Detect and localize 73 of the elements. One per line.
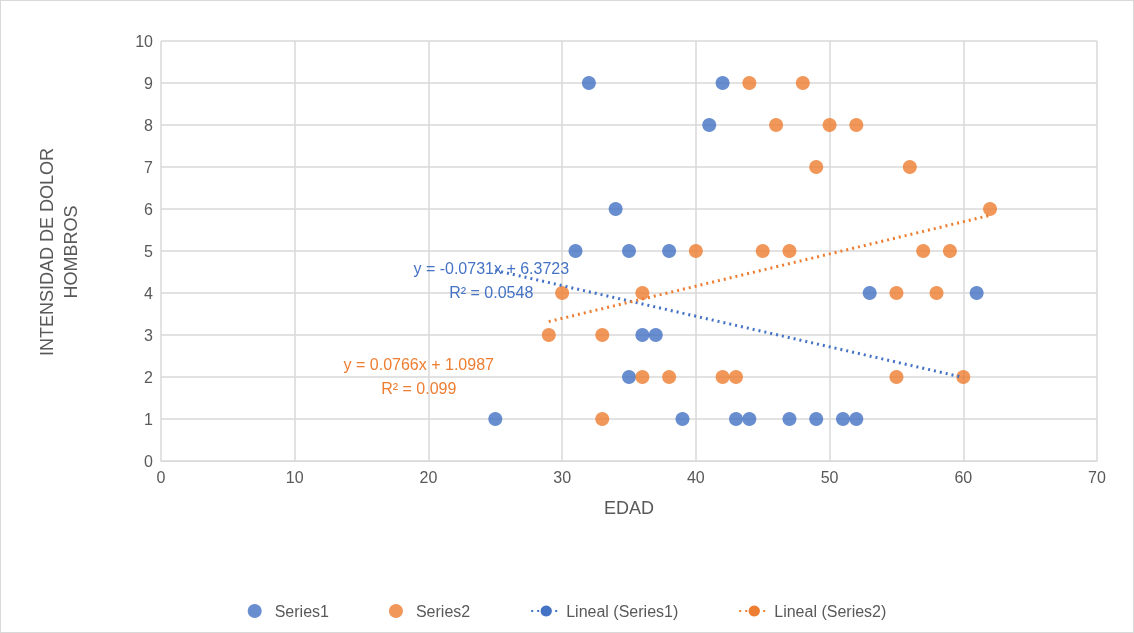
point (956, 370, 971, 384)
x-tick-label: 40 (686, 468, 705, 486)
point (595, 412, 610, 426)
point (769, 118, 784, 132)
point (595, 328, 610, 342)
point (702, 118, 717, 132)
legend-label: Lineal (Series2) (774, 602, 887, 620)
point (849, 412, 864, 426)
point (728, 370, 743, 384)
point (983, 202, 998, 216)
point (755, 244, 770, 258)
point (622, 370, 636, 384)
x-axis-title: EDAD (603, 498, 655, 518)
legend-label: Series2 (415, 602, 471, 620)
point (809, 412, 824, 426)
y-tick-label: 2 (144, 368, 154, 386)
point (555, 286, 570, 300)
point (662, 370, 677, 384)
annotation: y = -0.0731x + 6.3723 R² = 0.0548 (413, 259, 570, 301)
point (622, 244, 636, 258)
point (688, 244, 703, 258)
x-tick-label: 0 (156, 468, 166, 486)
x-tick-label: 10 (285, 468, 304, 486)
point (889, 370, 904, 384)
point (715, 76, 730, 90)
point (568, 244, 583, 258)
point (782, 412, 797, 426)
point (541, 328, 556, 342)
y-tick-label: 1 (144, 410, 154, 428)
point (715, 370, 730, 384)
point (862, 286, 877, 300)
x-tick-label: 20 (419, 468, 438, 486)
y-tick-label: 10 (135, 32, 154, 50)
point (916, 244, 931, 258)
point (795, 76, 810, 90)
y-tick-label: 4 (144, 284, 154, 302)
point (929, 286, 944, 300)
point (635, 286, 650, 300)
y-tick-label: 8 (144, 116, 154, 134)
point (835, 412, 850, 426)
x-tick-label: 70 (1088, 468, 1106, 486)
y-tick-label: 6 (144, 200, 154, 218)
annotation: y = 0.0766x + 1.0987 R² = 0.099 (343, 356, 495, 398)
point (849, 118, 864, 132)
point (581, 76, 596, 90)
point (488, 412, 503, 426)
point (728, 412, 743, 426)
point (889, 286, 904, 300)
x-tick-label: 50 (820, 468, 839, 486)
point (809, 160, 824, 174)
point (648, 328, 663, 342)
point (902, 160, 917, 174)
point (662, 244, 677, 258)
y-tick-label: 5 (144, 242, 154, 260)
y-tick-label: 3 (144, 326, 154, 344)
point (969, 286, 984, 300)
y-axis-title: INTENSIDAD DE DOLOR HOMBROS (37, 147, 81, 357)
y-tick-label: 0 (144, 452, 154, 470)
y-tick-label: 7 (144, 158, 154, 176)
point (742, 76, 757, 90)
legend-label: Series1 (274, 602, 330, 620)
point (822, 118, 837, 132)
point (742, 412, 757, 426)
legend-label: Lineal (Series1) (566, 602, 679, 620)
point (675, 412, 690, 426)
x-tick-label: 30 (553, 468, 572, 486)
point (608, 202, 623, 216)
y-tick-label: 9 (144, 74, 154, 92)
point (942, 244, 957, 258)
point (635, 328, 650, 342)
point (635, 370, 650, 384)
x-tick-label: 60 (954, 468, 973, 486)
point (782, 244, 797, 258)
